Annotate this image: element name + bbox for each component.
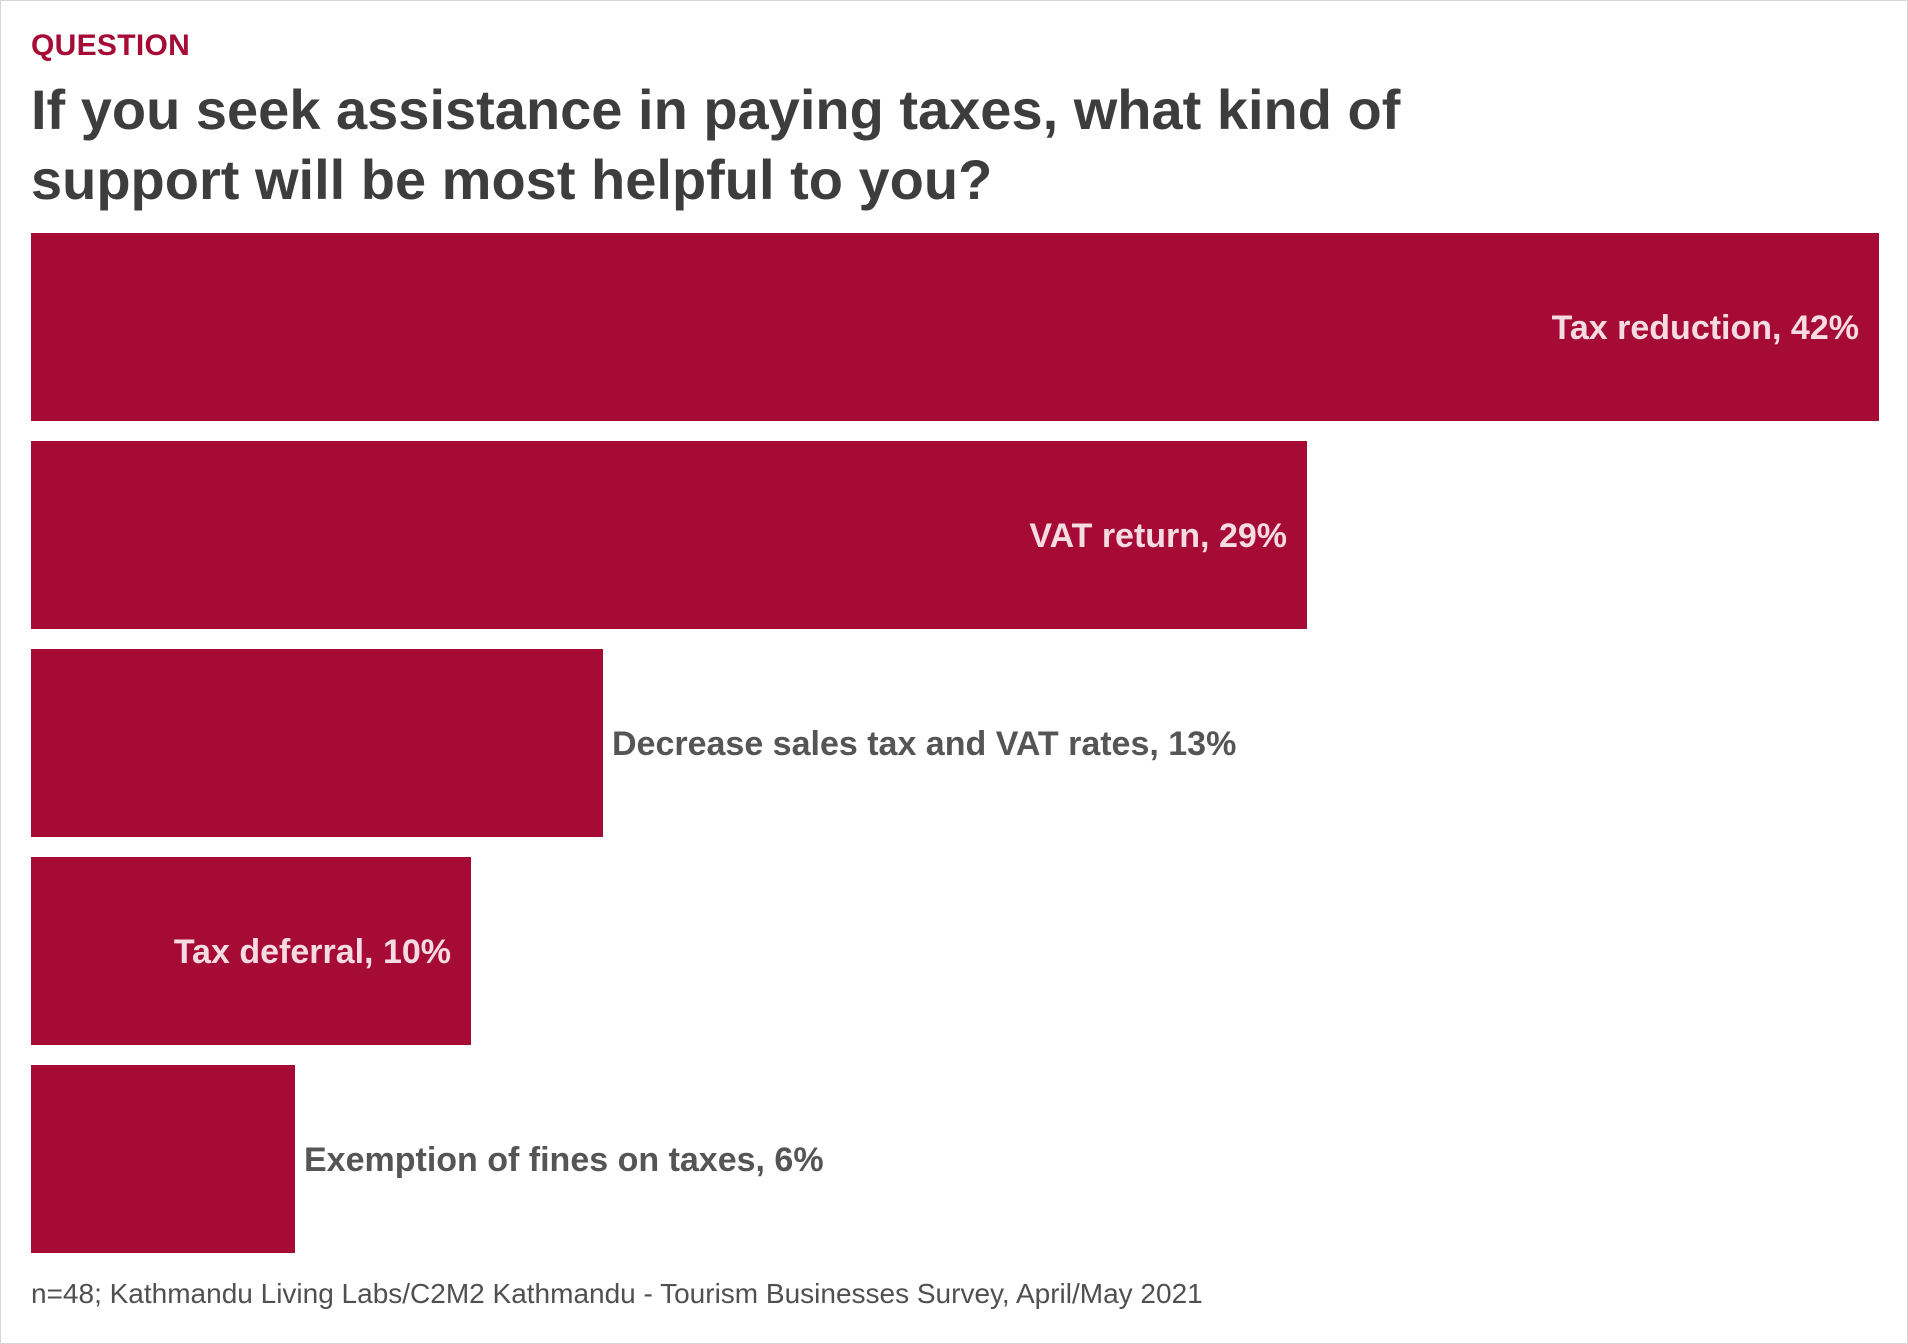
bar-5	[31, 1065, 295, 1253]
bar-3	[31, 649, 603, 837]
bar-4	[31, 857, 471, 1045]
question-kicker: QUESTION	[31, 29, 191, 62]
bar-label-5: Exemption of fines on taxes, 6%	[304, 1141, 824, 1179]
bar-2	[31, 441, 1307, 629]
bar-label-4: Tax deferral, 10%	[174, 933, 451, 971]
labels-layer: Tax reduction, 42% VAT return, 29% Decreas…	[174, 309, 1859, 1179]
bar-1	[31, 233, 1879, 421]
bar-label-3: Decrease sales tax and VAT rates, 13%	[612, 725, 1236, 763]
bar-label-2: VAT return, 29%	[1029, 517, 1287, 555]
source-note: n=48; Kathmandu Living Labs/C2M2 Kathman…	[31, 1278, 1203, 1309]
bar-label-1: Tax reduction, 42%	[1552, 309, 1859, 347]
bars-layer	[31, 233, 1879, 1253]
chart-title: If you seek assistance in paying taxes, …	[31, 78, 1401, 211]
